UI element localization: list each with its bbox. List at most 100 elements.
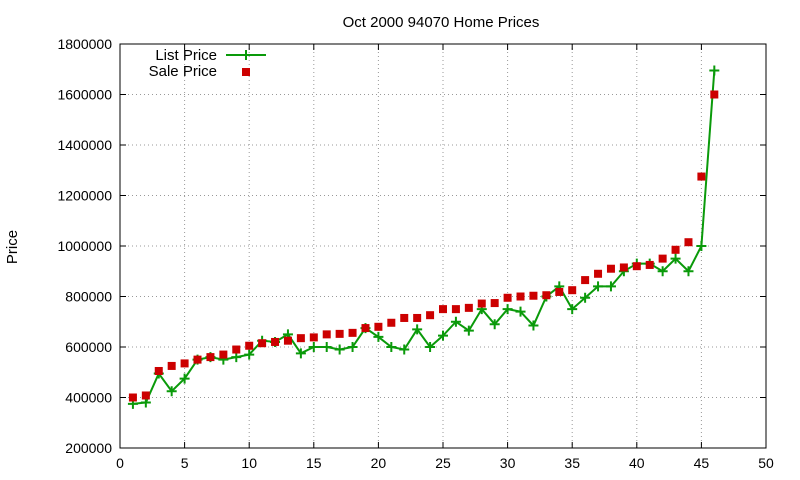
list-price-point <box>567 304 578 315</box>
list-price-point <box>334 344 345 355</box>
list-price-point <box>179 373 190 384</box>
sale-price-point <box>632 262 641 271</box>
y-tick-label: 1800000 <box>57 36 112 52</box>
list-price-point <box>580 292 591 303</box>
x-tick-label: 50 <box>758 455 774 471</box>
sale-price-point <box>464 303 473 312</box>
sale-price-point <box>232 345 241 354</box>
x-tick-label: 45 <box>694 455 710 471</box>
list-price-point <box>450 316 461 327</box>
sale-price-point <box>387 318 396 327</box>
x-tick-label: 20 <box>371 455 387 471</box>
x-tick-label: 30 <box>500 455 516 471</box>
legend: List Price Sale Price <box>149 47 266 80</box>
x-tick-label: 25 <box>435 455 451 471</box>
sale-price-point <box>581 276 590 285</box>
sale-price-point <box>413 313 422 322</box>
list-price-point <box>605 281 616 292</box>
list-price-point <box>515 306 526 317</box>
sale-price-point <box>645 260 654 269</box>
grid-lines <box>120 44 766 448</box>
y-axis-label: Price <box>4 230 21 264</box>
legend-marker-list-price <box>241 50 251 60</box>
sale-price-point <box>245 341 254 350</box>
sale-price-point <box>697 172 706 181</box>
sale-price-point <box>335 329 344 338</box>
sale-price-point <box>309 333 318 342</box>
sale-price-point <box>322 330 331 339</box>
list-price-point <box>231 352 242 363</box>
list-price-point <box>347 342 358 352</box>
list-price-point <box>244 349 255 360</box>
y-tick-label: 400000 <box>65 390 112 406</box>
sale-price-point <box>710 90 719 99</box>
y-tick-label: 800000 <box>65 289 112 305</box>
sale-price-point <box>606 264 615 273</box>
sale-price-point <box>400 313 409 322</box>
list-price-point <box>528 320 539 331</box>
y-tick-label: 200000 <box>65 440 112 456</box>
list-price-point <box>425 342 436 352</box>
sale-price-point <box>258 339 267 348</box>
list-price-point <box>399 344 410 355</box>
axis-ticks <box>119 43 767 449</box>
y-tick-label: 1000000 <box>57 238 112 254</box>
sale-price-point <box>361 324 370 333</box>
list-price-point <box>463 325 474 336</box>
list-price-point <box>166 386 177 397</box>
sale-price-point <box>516 292 525 301</box>
chart-title: Oct 2000 94070 Home Prices <box>343 14 540 31</box>
sale-price-point <box>451 305 460 314</box>
sale-price-point <box>206 353 215 362</box>
sale-price-point <box>180 359 189 368</box>
sale-price-point <box>128 393 137 402</box>
sale-price-point <box>296 334 305 343</box>
y-tick-label: 1200000 <box>57 188 112 204</box>
list-price-point <box>386 342 397 352</box>
legend-label-sale-price: Sale Price <box>149 63 217 80</box>
list-price-point <box>412 324 423 335</box>
x-tick-label: 15 <box>306 455 322 471</box>
list-price-line <box>132 70 716 405</box>
sale-price-point <box>193 355 202 364</box>
x-tick-label: 10 <box>241 455 257 471</box>
list-price-point <box>683 266 694 277</box>
sale-price-point <box>619 263 628 272</box>
y-tick-label: 1600000 <box>57 87 112 103</box>
sale-price-point <box>348 328 357 337</box>
list-price-point <box>593 281 604 292</box>
list-price-point <box>321 342 332 352</box>
sale-price-point <box>594 269 603 278</box>
list-price-point <box>657 266 668 277</box>
sale-price-point <box>154 366 163 375</box>
y-tick-label: 600000 <box>65 339 112 355</box>
sale-price-point <box>374 322 383 331</box>
sale-price-point <box>426 311 435 320</box>
list-price-point <box>295 348 306 359</box>
list-price-point <box>308 342 319 352</box>
y-tick-labels: 200000 400000 600000 800000 1000000 1200000 14… <box>57 36 112 456</box>
sale-price-point <box>503 293 512 302</box>
sale-price-point <box>568 286 577 295</box>
sale-price-point <box>671 245 680 254</box>
sale-price-point <box>684 238 693 247</box>
sale-price-point <box>439 305 447 314</box>
x-tick-label: 35 <box>564 455 580 471</box>
sale-price-point <box>167 361 176 370</box>
series-list-price <box>127 65 720 409</box>
sale-price-point <box>283 336 292 345</box>
sale-price-point <box>219 350 228 359</box>
series-sale-price <box>128 90 719 402</box>
sale-price-point <box>271 337 280 346</box>
list-price-point <box>696 241 707 251</box>
legend-label-list-price: List Price <box>155 47 217 64</box>
sale-price-point <box>529 291 538 300</box>
sale-price-point <box>141 391 150 400</box>
list-price-point <box>438 330 448 341</box>
sale-price-point <box>477 299 486 308</box>
x-tick-label: 0 <box>116 455 124 471</box>
sale-price-point <box>542 291 551 300</box>
x-tick-label: 5 <box>181 455 189 471</box>
list-price-point <box>502 304 513 315</box>
